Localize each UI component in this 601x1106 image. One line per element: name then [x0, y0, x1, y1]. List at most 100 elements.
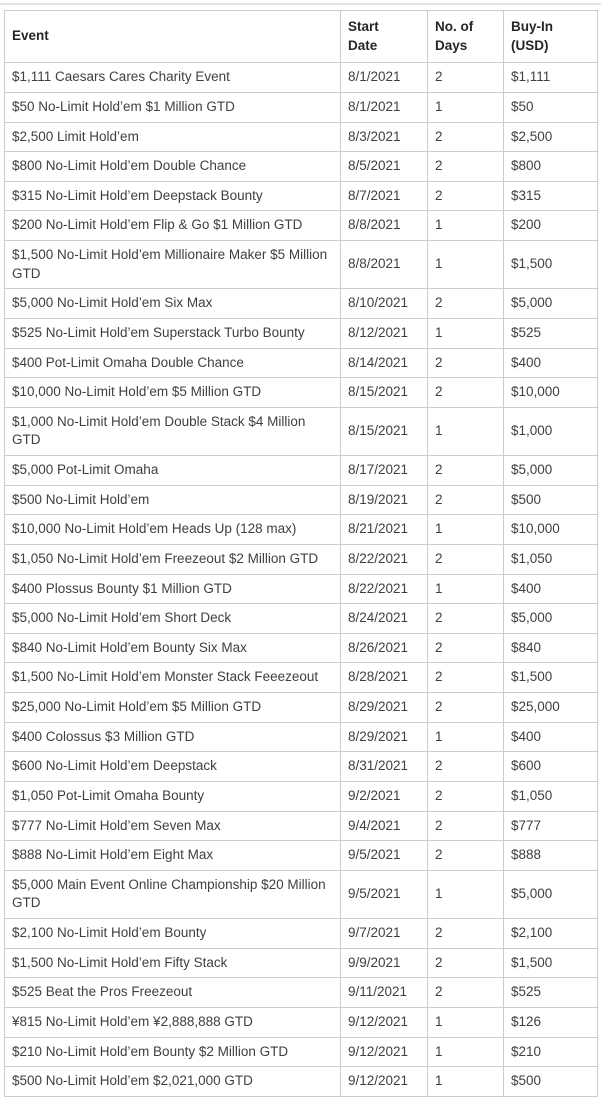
table-row: $800 No-Limit Hold’em Double Chance 8/5/… — [4, 151, 598, 182]
buyin-cell: $525 — [503, 977, 598, 1008]
start-date-cell: 8/22/2021 — [340, 543, 428, 575]
top-divider — [0, 3, 601, 5]
event-cell: $600 No-Limit Hold’em Deepstack — [4, 751, 341, 782]
days-cell: 1 — [427, 1066, 504, 1097]
table-body: $1,111 Caesars Cares Charity Event 8/1/2… — [4, 62, 598, 1097]
days-cell: 2 — [427, 632, 504, 664]
buyin-cell: $25,000 — [503, 692, 598, 723]
days-cell: 2 — [427, 455, 504, 486]
event-cell: $888 No-Limit Hold’em Eight Max — [4, 840, 341, 871]
table-row: $5,000 No-Limit Hold’em Six Max 8/10/202… — [4, 288, 598, 319]
event-cell: $1,050 No-Limit Hold’em Freezeout $2 Mil… — [4, 543, 341, 575]
events-table-container: Event Start Date No. of Days Buy-In (USD… — [0, 5, 601, 1106]
event-cell: $800 No-Limit Hold’em Double Chance — [4, 151, 341, 182]
event-cell: $1,000 No-Limit Hold’em Double Stack $4 … — [4, 406, 341, 457]
start-date-cell: 8/8/2021 — [340, 210, 428, 241]
start-date-cell: 8/1/2021 — [340, 91, 428, 123]
start-date-cell: 8/22/2021 — [340, 573, 428, 605]
days-cell: 2 — [427, 662, 504, 693]
days-cell: 2 — [427, 121, 504, 153]
buyin-cell: $888 — [503, 840, 598, 871]
buyin-cell: $777 — [503, 810, 598, 842]
table-row: ¥815 No-Limit Hold’em ¥2,888,888 GTD 9/1… — [4, 1006, 598, 1038]
buyin-cell: $5,000 — [503, 869, 598, 920]
days-cell: 2 — [427, 692, 504, 723]
buyin-cell: $1,111 — [503, 62, 598, 93]
start-date-cell: 8/26/2021 — [340, 632, 428, 664]
start-date-cell: 8/29/2021 — [340, 721, 428, 753]
days-cell: 1 — [427, 406, 504, 457]
event-cell: $525 No-Limit Hold’em Superstack Turbo B… — [4, 317, 341, 349]
days-cell: 2 — [427, 151, 504, 182]
days-cell: 2 — [427, 918, 504, 949]
event-cell: $1,500 No-Limit Hold’em Millionaire Make… — [4, 239, 341, 290]
days-cell: 2 — [427, 810, 504, 842]
table-row: $1,050 No-Limit Hold’em Freezeout $2 Mil… — [4, 543, 598, 575]
buyin-cell: $126 — [503, 1006, 598, 1038]
buyin-cell: $2,100 — [503, 918, 598, 949]
days-cell: 2 — [427, 840, 504, 871]
buyin-cell: $5,000 — [503, 455, 598, 486]
table-row: $50 No-Limit Hold’em $1 Million GTD 8/1/… — [4, 91, 598, 123]
event-cell: $25,000 No-Limit Hold’em $5 Million GTD — [4, 692, 341, 723]
events-table: Event Start Date No. of Days Buy-In (USD… — [4, 9, 598, 1097]
days-cell: 1 — [427, 1006, 504, 1038]
table-row: $1,500 No-Limit Hold’em Fifty Stack 9/9/… — [4, 947, 598, 979]
start-date-cell: 8/10/2021 — [340, 288, 428, 319]
event-cell: $400 Plossus Bounty $1 Million GTD — [4, 573, 341, 605]
column-header-buyin: Buy-In (USD) — [503, 9, 598, 64]
start-date-cell: 9/12/2021 — [340, 1006, 428, 1038]
header-row: Event Start Date No. of Days Buy-In (USD… — [4, 9, 598, 64]
buyin-cell: $2,500 — [503, 121, 598, 153]
start-date-cell: 8/19/2021 — [340, 484, 428, 516]
buyin-cell: $50 — [503, 91, 598, 123]
table-row: $400 Colossus $3 Million GTD 8/29/2021 1… — [4, 721, 598, 753]
table-row: $200 No-Limit Hold’em Flip & Go $1 Milli… — [4, 210, 598, 241]
start-date-cell: 8/12/2021 — [340, 317, 428, 349]
start-date-cell: 9/7/2021 — [340, 918, 428, 949]
table-row: $315 No-Limit Hold’em Deepstack Bounty 8… — [4, 180, 598, 212]
days-cell: 1 — [427, 239, 504, 290]
table-row: $2,100 No-Limit Hold’em Bounty 9/7/2021 … — [4, 918, 598, 949]
start-date-cell: 8/5/2021 — [340, 151, 428, 182]
table-row: $10,000 No-Limit Hold’em $5 Million GTD … — [4, 377, 598, 408]
table-row: $888 No-Limit Hold’em Eight Max 9/5/2021… — [4, 840, 598, 871]
table-row: $840 No-Limit Hold’em Bounty Six Max 8/2… — [4, 632, 598, 664]
start-date-cell: 8/24/2021 — [340, 603, 428, 634]
start-date-cell: 9/5/2021 — [340, 869, 428, 920]
event-cell: $400 Colossus $3 Million GTD — [4, 721, 341, 753]
start-date-cell: 9/11/2021 — [340, 977, 428, 1008]
buyin-cell: $1,050 — [503, 543, 598, 575]
start-date-cell: 8/3/2021 — [340, 121, 428, 153]
days-cell: 1 — [427, 1036, 504, 1068]
buyin-cell: $1,050 — [503, 780, 598, 812]
buyin-cell: $210 — [503, 1036, 598, 1068]
buyin-cell: $600 — [503, 751, 598, 782]
buyin-cell: $10,000 — [503, 377, 598, 408]
days-cell: 1 — [427, 869, 504, 920]
buyin-cell: $1,500 — [503, 662, 598, 693]
start-date-cell: 8/17/2021 — [340, 455, 428, 486]
table-row: $525 Beat the Pros Freezeout 9/11/2021 2… — [4, 977, 598, 1008]
buyin-cell: $10,000 — [503, 514, 598, 545]
buyin-cell: $400 — [503, 721, 598, 753]
buyin-cell: $500 — [503, 1066, 598, 1097]
days-cell: 2 — [427, 377, 504, 408]
table-row: $5,000 Main Event Online Championship $2… — [4, 869, 598, 920]
days-cell: 2 — [427, 347, 504, 379]
event-cell: $200 No-Limit Hold’em Flip & Go $1 Milli… — [4, 210, 341, 241]
days-cell: 2 — [427, 751, 504, 782]
table-row: $400 Pot-Limit Omaha Double Chance 8/14/… — [4, 347, 598, 379]
buyin-cell: $840 — [503, 632, 598, 664]
column-header-days: No. of Days — [427, 9, 504, 64]
days-cell: 1 — [427, 573, 504, 605]
table-row: $2,500 Limit Hold’em 8/3/2021 2 $2,500 — [4, 121, 598, 153]
buyin-cell: $315 — [503, 180, 598, 212]
event-cell: $400 Pot-Limit Omaha Double Chance — [4, 347, 341, 379]
event-cell: $1,500 No-Limit Hold’em Monster Stack Fe… — [4, 662, 341, 693]
buyin-cell: $400 — [503, 347, 598, 379]
table-row: $1,500 No-Limit Hold’em Monster Stack Fe… — [4, 662, 598, 693]
event-cell: $5,000 No-Limit Hold’em Six Max — [4, 288, 341, 319]
table-row: $1,500 No-Limit Hold’em Millionaire Make… — [4, 239, 598, 290]
start-date-cell: 8/1/2021 — [340, 62, 428, 93]
